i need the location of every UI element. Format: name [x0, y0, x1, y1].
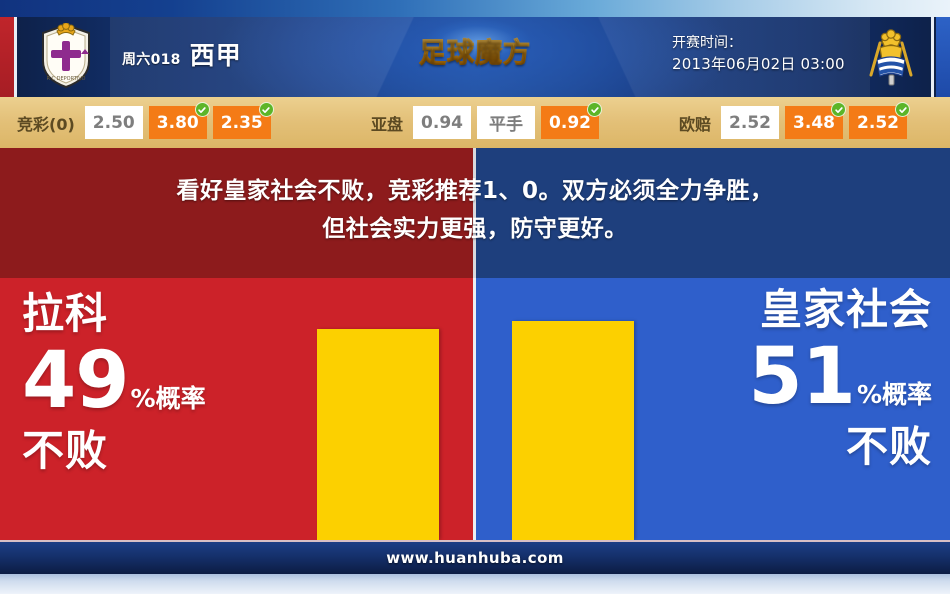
commentary-panel — [0, 148, 950, 278]
kickoff-value: 2013年06月02日 03:00 — [672, 55, 845, 73]
odds-value: 0.92 — [549, 112, 591, 133]
odds-value: 2.35 — [220, 112, 263, 133]
odds-bar: 竞彩(0) 2.50 3.80 2.35 — [0, 97, 950, 148]
odds-group-label: 亚盘 — [371, 114, 404, 134]
home-panel: 拉科 49 %概率 不败 — [0, 278, 475, 540]
commentary-left-background — [0, 148, 475, 278]
top-gradient-strip — [0, 0, 950, 17]
home-percent-row: 49 %概率 — [22, 340, 292, 422]
home-percent-value: 49 — [22, 336, 130, 426]
commentary-line-2: 但社会实力更强，防守更好。 — [322, 216, 628, 242]
odds-group-oupei: 欧赔 2.52 3.48 2.52 — [679, 102, 911, 139]
logo-text: 足球魔方 — [419, 31, 531, 70]
away-percent-unit: %概率 — [856, 380, 932, 409]
odds-cell-oupei-3[interactable]: 2.52 — [849, 102, 911, 139]
away-panel: 皇家社会 51 %概率 不败 — [475, 278, 950, 540]
real-sociedad-crest-icon — [862, 23, 920, 89]
league-info: 周六018 西甲 — [122, 36, 242, 72]
right-edge-accent — [936, 17, 950, 97]
away-percent-row: 51 %概率 — [632, 336, 932, 418]
odds-cell-jingcai-1[interactable]: 2.50 — [84, 106, 143, 139]
odds-cell-oupei-2[interactable]: 3.48 — [785, 102, 847, 139]
commentary-line-1: 看好皇家社会不败，竞彩推荐1、0。双方必须全力争胜， — [176, 178, 774, 204]
odds-value: 3.80 — [156, 112, 199, 133]
odds-cell-oupei-1[interactable]: 2.52 — [721, 106, 780, 139]
odds-cell-yapan-handicap[interactable]: 平手 — [477, 106, 536, 139]
odds-value: 2.52 — [729, 112, 771, 133]
odds-value: 2.52 — [857, 112, 899, 133]
away-stats: 皇家社会 51 %概率 不败 — [632, 284, 932, 474]
home-stats: 拉科 49 %概率 不败 — [22, 288, 292, 478]
odds-cell-yapan-2[interactable]: 0.92 — [541, 102, 603, 139]
check-icon — [587, 102, 603, 117]
probability-chart: 拉科 49 %概率 不败 皇家社会 51 %概率 不败 — [0, 278, 950, 540]
home-team-name: 拉科 — [22, 289, 109, 338]
home-percent-unit: %概率 — [130, 384, 206, 413]
kickoff-time: 开赛时间： 2013年06月02日 03:00 — [672, 33, 845, 75]
deportivo-la-coruna-crest-icon: R C DEPORTIVO — [37, 22, 95, 89]
right-edge-divider — [931, 17, 934, 97]
commentary-right-background — [475, 148, 950, 278]
check-icon — [194, 102, 210, 117]
chart-divider — [473, 278, 476, 540]
check-icon — [831, 102, 847, 117]
odds-cell-yapan-1[interactable]: 0.94 — [413, 106, 472, 139]
footer-bottom-strip — [0, 574, 950, 594]
home-probability-bar — [317, 329, 439, 540]
left-edge-accent — [0, 17, 14, 97]
commentary-divider — [473, 148, 476, 278]
site-logo[interactable]: 足球魔方 — [406, 18, 544, 82]
league-name: 西甲 — [189, 41, 242, 70]
footer-bar: www.huanhuba.com — [0, 542, 950, 574]
away-probability-bar — [512, 321, 634, 540]
commentary-text: 看好皇家社会不败，竞彩推荐1、0。双方必须全力争胜， 但社会实力更强，防守更好。 — [0, 172, 950, 248]
odds-group-label: 竞彩(0) — [17, 114, 75, 134]
away-outcome-label: 不败 — [845, 422, 932, 471]
odds-value: 0.94 — [421, 112, 463, 133]
odds-group-jingcai: 竞彩(0) 2.50 3.80 2.35 — [17, 102, 274, 139]
home-outcome-label: 不败 — [22, 426, 109, 475]
odds-cell-jingcai-2[interactable]: 3.80 — [148, 102, 210, 139]
check-icon — [258, 102, 274, 117]
odds-group-yapan: 亚盘 0.94 平手 0.92 — [371, 102, 603, 139]
round-label: 周六018 — [122, 52, 181, 68]
check-icon — [895, 102, 911, 117]
logo-glow — [406, 18, 544, 82]
odds-value: 3.48 — [793, 112, 835, 133]
away-percent-value: 51 — [748, 332, 856, 422]
odds-value: 2.50 — [92, 112, 135, 133]
kickoff-label: 开赛时间： — [672, 35, 742, 51]
odds-cell-jingcai-3[interactable]: 2.35 — [212, 102, 274, 139]
left-edge-divider — [14, 17, 17, 97]
svg-text:R C DEPORTIVO: R C DEPORTIVO — [46, 76, 85, 82]
odds-group-label: 欧赔 — [679, 114, 712, 134]
site-url[interactable]: www.huanhuba.com — [386, 549, 564, 567]
footer-top-line — [0, 540, 950, 542]
away-team-name: 皇家社会 — [759, 285, 932, 334]
odds-value: 平手 — [489, 115, 524, 135]
